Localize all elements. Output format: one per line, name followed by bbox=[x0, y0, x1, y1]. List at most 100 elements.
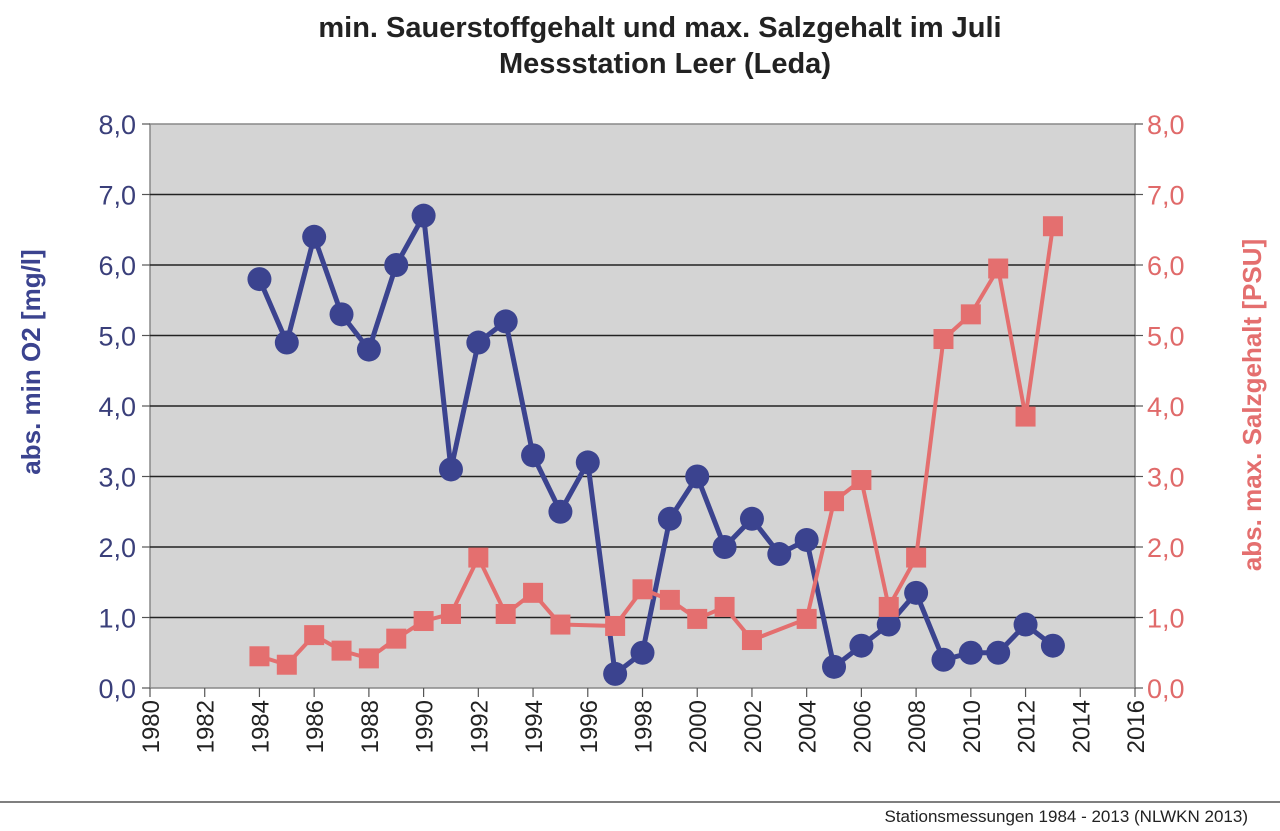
data-point bbox=[331, 640, 352, 661]
data-point bbox=[1040, 633, 1065, 658]
data-point bbox=[493, 309, 518, 334]
y-left-tick-label: 2,0 bbox=[98, 533, 136, 563]
y-axis-right-ticks: 0,0 1,0 2,0 3,0 4,0 5,0 6,0 7,0 8,0 bbox=[1147, 110, 1185, 704]
data-point bbox=[411, 203, 436, 228]
data-point bbox=[739, 506, 764, 531]
data-point bbox=[822, 654, 847, 679]
data-point bbox=[904, 580, 929, 605]
data-point bbox=[876, 612, 901, 637]
data-point bbox=[687, 608, 708, 629]
y-axis-right-label: abs. max. Salzgehalt [PSU] bbox=[1237, 239, 1267, 571]
y-right-tick-label: 6,0 bbox=[1147, 251, 1185, 281]
data-point bbox=[988, 258, 1009, 279]
x-tick-label: 2006 bbox=[849, 700, 876, 753]
data-point bbox=[274, 330, 299, 355]
data-point bbox=[851, 470, 872, 491]
data-point bbox=[466, 330, 491, 355]
data-point bbox=[796, 608, 817, 629]
y-left-tick-label: 5,0 bbox=[98, 322, 136, 352]
data-point bbox=[249, 646, 270, 667]
x-tick-label: 1980 bbox=[138, 700, 165, 753]
y-axis-left-label: abs. min O2 [mg/l] bbox=[16, 249, 46, 474]
series-layer bbox=[247, 203, 1065, 686]
data-point bbox=[931, 647, 956, 672]
data-point bbox=[986, 640, 1011, 665]
y-right-tick-label: 4,0 bbox=[1147, 392, 1185, 422]
data-point bbox=[712, 535, 737, 559]
series-salt bbox=[249, 216, 1063, 675]
x-tick-label: 2008 bbox=[904, 700, 931, 753]
y-right-tick-label: 7,0 bbox=[1147, 181, 1185, 211]
y-right-tick-label: 0,0 bbox=[1147, 674, 1185, 704]
x-tick-label: 2004 bbox=[795, 700, 822, 753]
data-point bbox=[958, 640, 983, 665]
data-point bbox=[548, 499, 573, 524]
y-left-tick-label: 6,0 bbox=[98, 251, 136, 281]
x-tick-label: 1998 bbox=[631, 700, 658, 753]
y-left-tick-label: 7,0 bbox=[98, 181, 136, 211]
data-point bbox=[824, 491, 845, 512]
data-point bbox=[523, 582, 544, 603]
data-point bbox=[659, 589, 680, 610]
x-tick-label: 1986 bbox=[302, 700, 329, 753]
y-right-tick-label: 3,0 bbox=[1147, 463, 1185, 493]
data-point bbox=[960, 304, 981, 325]
data-point bbox=[358, 648, 379, 669]
y-left-tick-label: 3,0 bbox=[98, 463, 136, 493]
y-left-tick-label: 1,0 bbox=[98, 604, 136, 634]
data-point bbox=[413, 611, 434, 632]
data-point bbox=[440, 603, 461, 624]
x-tick-label: 1990 bbox=[412, 700, 439, 753]
data-point bbox=[603, 661, 628, 686]
series-oxygen bbox=[247, 203, 1065, 686]
y-right-tick-label: 5,0 bbox=[1147, 322, 1185, 352]
data-point bbox=[550, 614, 571, 635]
data-point bbox=[741, 630, 762, 651]
data-point bbox=[438, 457, 463, 482]
data-point bbox=[575, 450, 600, 475]
data-point bbox=[767, 542, 792, 567]
chart-title: min. Sauerstoffgehalt und max. Salzgehal… bbox=[318, 12, 1001, 44]
data-point bbox=[657, 506, 682, 531]
data-point bbox=[302, 224, 327, 249]
x-tick-label: 2012 bbox=[1014, 700, 1041, 753]
data-point bbox=[714, 596, 735, 617]
x-axis-ticks: 1980 1982 1984 1986 1988 1990 1992 1994 1996 1998… bbox=[138, 700, 1150, 753]
x-tick-label: 1984 bbox=[247, 700, 274, 753]
data-point bbox=[878, 596, 899, 617]
x-tick-label: 2010 bbox=[959, 700, 986, 753]
x-tick-label: 1994 bbox=[521, 700, 548, 753]
series-line bbox=[258, 225, 1055, 667]
data-point bbox=[276, 654, 297, 675]
x-tick-marks bbox=[149, 688, 1136, 697]
data-point bbox=[1013, 612, 1038, 637]
data-point bbox=[906, 547, 927, 568]
grid-lines bbox=[142, 123, 1143, 689]
data-point bbox=[1042, 216, 1063, 237]
data-point bbox=[605, 615, 626, 636]
data-point bbox=[849, 633, 874, 658]
x-tick-label: 1982 bbox=[193, 700, 220, 753]
y-left-tick-label: 0,0 bbox=[98, 674, 136, 704]
y-left-tick-label: 4,0 bbox=[98, 392, 136, 422]
x-tick-label: 1996 bbox=[576, 700, 603, 753]
x-tick-label: 2002 bbox=[740, 700, 767, 753]
data-point bbox=[468, 547, 489, 568]
y-right-tick-label: 1,0 bbox=[1147, 604, 1185, 634]
data-point bbox=[630, 640, 655, 665]
y-axis-left-ticks: 0,0 1,0 2,0 3,0 4,0 5,0 6,0 7,0 8,0 bbox=[98, 110, 136, 704]
data-point bbox=[495, 603, 516, 624]
y-right-tick-label: 8,0 bbox=[1147, 110, 1185, 140]
data-point bbox=[356, 337, 381, 362]
data-point bbox=[304, 625, 325, 646]
data-point bbox=[386, 628, 407, 649]
x-tick-label: 1988 bbox=[357, 700, 384, 753]
data-point bbox=[794, 527, 819, 552]
data-point bbox=[521, 443, 546, 468]
data-point bbox=[384, 253, 409, 277]
data-point bbox=[1015, 406, 1036, 427]
y-right-tick-label: 2,0 bbox=[1147, 533, 1185, 563]
series-line bbox=[257, 213, 1055, 677]
data-point bbox=[933, 329, 954, 350]
